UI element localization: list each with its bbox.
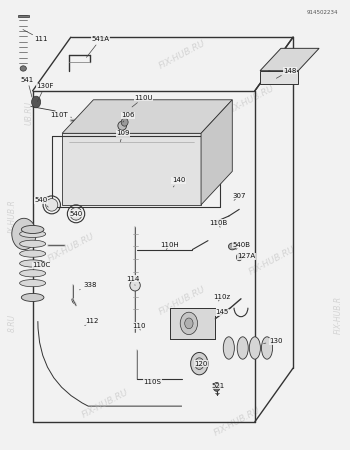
Text: 110: 110 (132, 323, 145, 330)
Bar (19, 15, 29, 17)
Text: 110B: 110B (209, 220, 228, 227)
Circle shape (180, 312, 197, 334)
Ellipse shape (261, 337, 273, 359)
Ellipse shape (229, 243, 236, 250)
Text: 109: 109 (116, 130, 130, 142)
Text: UB.RU: UB.RU (25, 101, 34, 125)
Text: FIX-HUB.RU: FIX-HUB.RU (168, 164, 217, 196)
Polygon shape (62, 133, 201, 205)
Ellipse shape (237, 337, 248, 359)
Ellipse shape (20, 250, 46, 257)
Text: FIX-HUB.RU: FIX-HUB.RU (247, 245, 297, 277)
Ellipse shape (20, 260, 46, 267)
Text: 112: 112 (85, 318, 98, 326)
Ellipse shape (20, 240, 46, 248)
Circle shape (32, 96, 41, 108)
Polygon shape (62, 100, 232, 133)
Text: 541A: 541A (86, 36, 109, 57)
Circle shape (191, 352, 208, 375)
Ellipse shape (20, 230, 46, 238)
Text: 140: 140 (172, 177, 185, 187)
Polygon shape (201, 100, 232, 205)
Text: 914502234: 914502234 (307, 10, 338, 15)
Text: 540: 540 (69, 211, 83, 220)
Text: IX-HUB.R: IX-HUB.R (7, 199, 16, 233)
Text: 110S: 110S (144, 378, 161, 385)
Ellipse shape (21, 225, 44, 234)
Text: FIX-HUB.RU: FIX-HUB.RU (157, 285, 207, 317)
Text: 114: 114 (127, 276, 140, 285)
Text: 540B: 540B (232, 242, 250, 250)
Text: 111: 111 (23, 30, 48, 42)
Text: FIX-HUB.R: FIX-HUB.R (334, 295, 343, 333)
Text: 541: 541 (21, 76, 34, 97)
Ellipse shape (20, 66, 26, 71)
Circle shape (185, 318, 193, 329)
Ellipse shape (46, 198, 58, 211)
Ellipse shape (249, 337, 260, 359)
Circle shape (237, 254, 242, 261)
Text: 148: 148 (276, 68, 296, 78)
Ellipse shape (20, 270, 46, 277)
Text: 110C: 110C (32, 261, 50, 268)
Text: 110T: 110T (50, 112, 71, 118)
Text: 110H: 110H (160, 242, 179, 250)
Text: FIX-HUB.RU: FIX-HUB.RU (81, 111, 131, 143)
Text: 540: 540 (35, 198, 48, 207)
Text: FIX-HUB.RU: FIX-HUB.RU (157, 39, 207, 71)
Ellipse shape (121, 118, 128, 126)
Text: FIX-HUB.RU: FIX-HUB.RU (81, 388, 131, 420)
Ellipse shape (130, 280, 140, 291)
Ellipse shape (70, 207, 82, 220)
Text: 145: 145 (215, 309, 229, 319)
Text: FIX-HUB.RU: FIX-HUB.RU (213, 406, 262, 438)
Text: FIX-HUB.RU: FIX-HUB.RU (226, 84, 276, 116)
Circle shape (12, 218, 36, 250)
Ellipse shape (223, 337, 235, 359)
Ellipse shape (20, 279, 46, 287)
Text: 106: 106 (121, 112, 135, 122)
Polygon shape (260, 48, 319, 71)
Text: 127A: 127A (237, 253, 255, 259)
Text: 338: 338 (79, 283, 97, 290)
Text: 521: 521 (212, 383, 225, 389)
Text: 130: 130 (264, 338, 282, 344)
Polygon shape (260, 71, 298, 84)
Text: FIX-HUB.RU: FIX-HUB.RU (46, 231, 96, 263)
Text: 8.RU: 8.RU (7, 315, 16, 333)
Text: 110U: 110U (132, 94, 153, 107)
Text: 110z: 110z (213, 293, 230, 301)
Ellipse shape (118, 121, 127, 130)
Text: 307: 307 (232, 193, 246, 200)
Ellipse shape (21, 293, 44, 302)
Text: 130F: 130F (36, 83, 54, 102)
Circle shape (213, 382, 220, 392)
Text: 120: 120 (194, 360, 208, 367)
Polygon shape (170, 308, 215, 339)
Circle shape (195, 358, 204, 369)
